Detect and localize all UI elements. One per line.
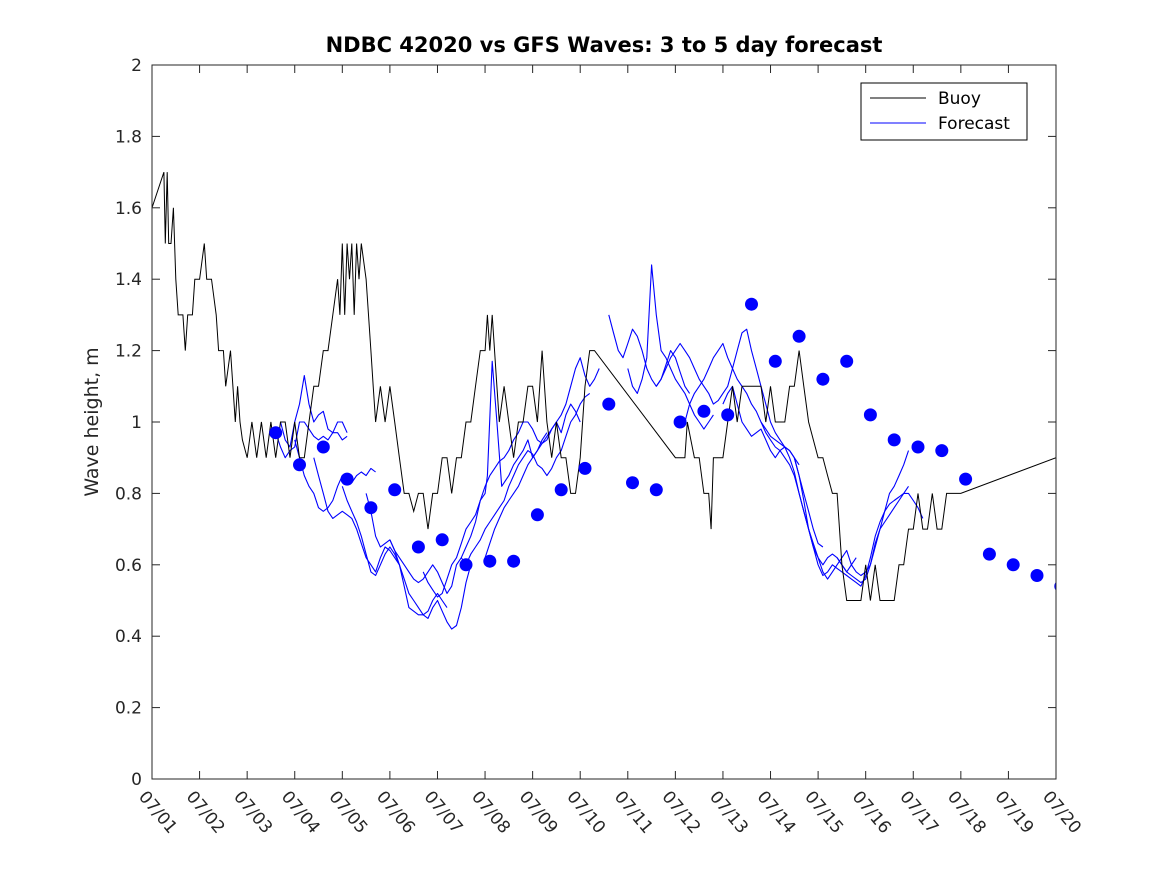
forecast-line-2 [294, 439, 376, 512]
forecast-line-4 [341, 486, 448, 616]
y-tick-label-0: 0 [131, 770, 142, 790]
y-axis-label: Wave height, m [81, 347, 103, 496]
forecast-marker-4 [364, 501, 378, 515]
forecast-marker-0 [269, 426, 283, 440]
forecast-marker-23 [816, 372, 830, 386]
plot-area [152, 171, 1056, 630]
forecast-line-1 [279, 375, 348, 448]
forecast-marker-16 [649, 483, 663, 497]
forecast-marker-8 [459, 558, 473, 572]
forecast-line-9 [484, 357, 600, 558]
forecast-line-6 [389, 360, 548, 594]
y-tick-label-6: 1.2 [115, 342, 142, 362]
forecast-marker-15 [626, 476, 639, 490]
forecast-line-12 [655, 328, 800, 466]
forecast-marker-28 [935, 444, 949, 458]
forecast-marker-3 [340, 472, 354, 486]
forecast-marker-31 [1006, 558, 1020, 572]
y-tick-label-2: 0.4 [115, 627, 142, 647]
legend-forecast-label: Forecast [938, 114, 1010, 134]
legend: Buoy Forecast [860, 82, 1028, 141]
forecast-marker-20 [745, 297, 758, 311]
forecast-line-0 [275, 421, 348, 459]
forecast-marker-17 [673, 415, 687, 429]
forecast-marker-19 [721, 408, 735, 422]
forecast-marker-7 [435, 533, 449, 547]
y-tick-label-3: 0.6 [115, 556, 142, 576]
forecast-line-11 [627, 264, 714, 430]
y-tick-label-5: 1 [131, 413, 142, 433]
forecast-marker-21 [768, 354, 782, 368]
forecast-marker-5 [388, 483, 402, 497]
forecast-marker-11 [530, 508, 544, 522]
forecast-marker-18 [697, 404, 711, 418]
y-tick-label-10: 2 [131, 56, 142, 76]
y-tick-label-4: 0.8 [115, 484, 142, 504]
forecast-marker-32 [1030, 569, 1044, 582]
forecast-line-10 [608, 314, 691, 394]
y-tick-label-1: 0.2 [115, 699, 142, 719]
buoy-line [152, 171, 1056, 601]
forecast-line-16 [793, 457, 909, 587]
forecast-marker-9 [483, 554, 497, 568]
chart-title: NDBC 42020 vs GFS Waves: 3 to 5 day fore… [326, 33, 883, 57]
forecast-marker-13 [578, 461, 592, 475]
legend-buoy-label: Buoy [938, 89, 981, 109]
forecast-marker-6 [411, 540, 425, 554]
y-tick-label-7: 1.4 [115, 270, 142, 290]
forecast-marker-14 [602, 397, 616, 411]
forecast-marker-22 [792, 329, 806, 343]
forecast-marker-10 [507, 554, 521, 568]
y-tick-label-8: 1.6 [115, 199, 142, 219]
forecast-marker-1 [293, 458, 306, 472]
forecast-line-5 [365, 493, 472, 630]
forecast-marker-12 [554, 483, 568, 497]
forecast-marker-27 [911, 440, 925, 454]
y-tick-label-9: 1.8 [115, 127, 142, 147]
forecast-line-17 [836, 492, 924, 584]
forecast-marker-2 [316, 440, 330, 454]
legend-box [860, 82, 1028, 141]
forecast-marker-24 [840, 354, 854, 368]
forecast-marker-30 [982, 547, 996, 561]
forecast-marker-29 [959, 472, 973, 486]
forecast-line-8 [460, 392, 591, 566]
forecast-marker-25 [863, 408, 877, 422]
forecast-line-3 [313, 457, 400, 573]
forecast-line-14 [722, 385, 857, 573]
forecast-marker-26 [887, 433, 901, 447]
